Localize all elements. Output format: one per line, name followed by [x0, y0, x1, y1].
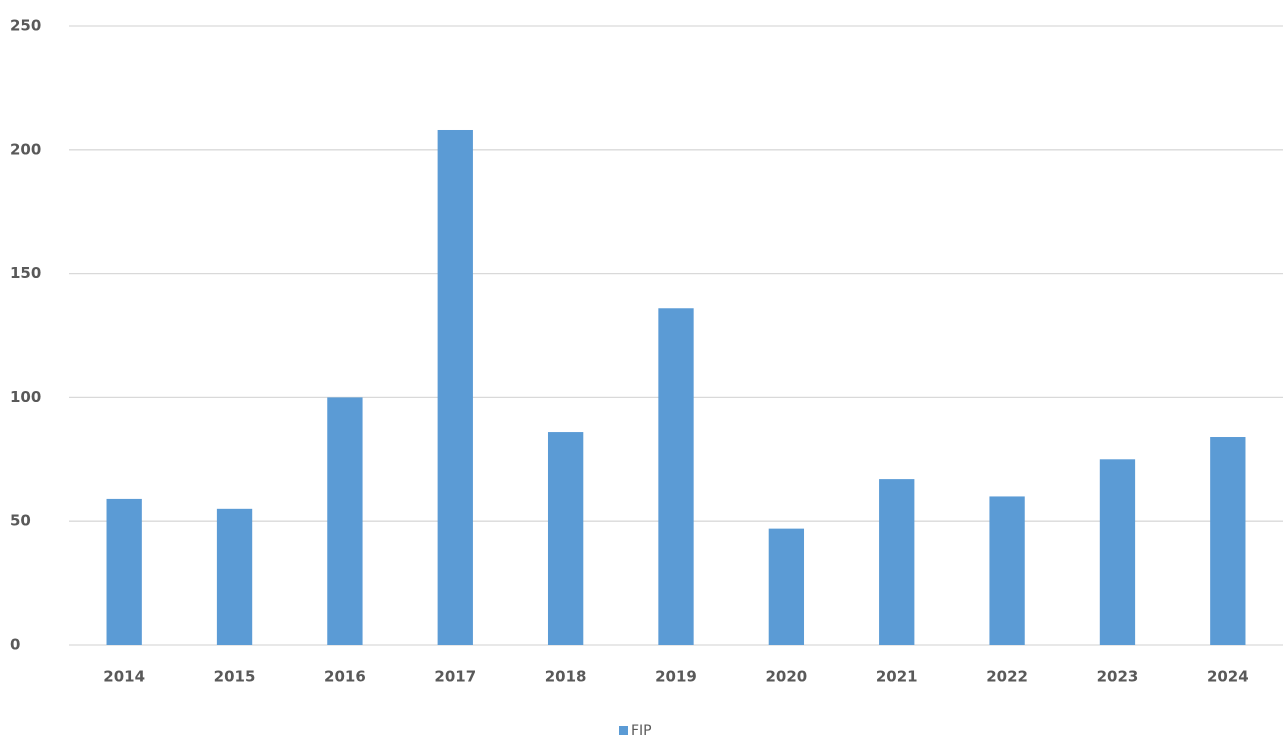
bar [879, 479, 915, 645]
x-tick-label: 2015 [214, 668, 256, 686]
x-tick-label: 2017 [434, 668, 476, 686]
bar [216, 508, 253, 645]
y-tick-label: 50 [10, 512, 31, 530]
bar [437, 129, 473, 645]
y-tick-label: 150 [10, 264, 41, 282]
x-tick-label: 2020 [765, 668, 807, 686]
bar [1210, 437, 1246, 645]
bar [547, 432, 584, 645]
bar [989, 496, 1025, 645]
bar [768, 528, 805, 645]
bar [327, 397, 363, 645]
y-tick-label: 0 [10, 636, 20, 654]
bar [658, 308, 694, 645]
x-tick-label: 2016 [324, 668, 366, 686]
bar [106, 498, 142, 645]
x-tick-label: 2014 [103, 668, 145, 686]
x-tick-label: 2019 [655, 668, 697, 686]
legend-label: FIP [631, 723, 652, 739]
y-tick-label: 250 [10, 17, 41, 35]
x-tick-label: 2024 [1207, 668, 1249, 686]
y-tick-label: 200 [10, 140, 41, 158]
x-tick-label: 2018 [545, 668, 587, 686]
x-tick-label: 2021 [876, 668, 918, 686]
y-tick-label: 100 [10, 388, 41, 406]
x-tick-label: 2022 [986, 668, 1028, 686]
legend-swatch [619, 726, 628, 735]
bar [1099, 459, 1136, 645]
x-tick-label: 2023 [1097, 668, 1139, 686]
